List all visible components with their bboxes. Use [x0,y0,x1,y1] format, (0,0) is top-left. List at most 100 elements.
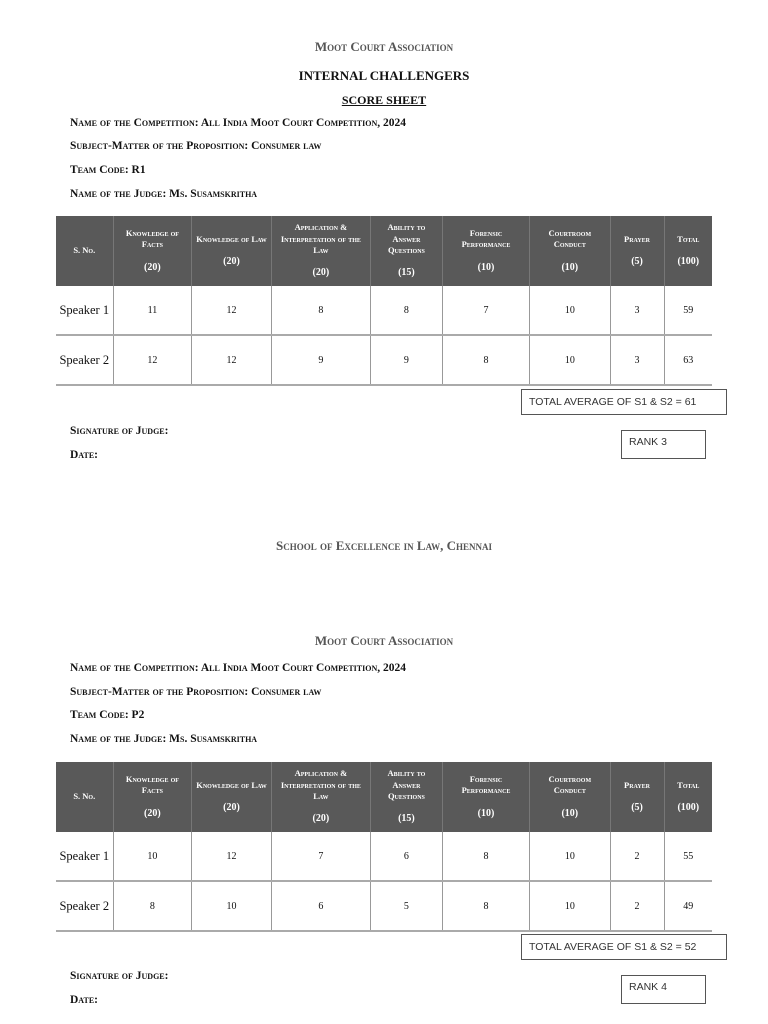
info-field: Name of the Competition: All India Moot … [70,117,406,129]
score-cell: 7 [442,286,531,336]
column-max: (15) [398,267,415,279]
column-header: Knowledge of Law (20) [191,216,272,286]
date-label: Date: [70,449,98,461]
info-field: Team Code: R1 [70,164,146,176]
rank-box: RANK 4 [621,975,706,1004]
column-header: Prayer (5) [610,762,665,832]
column-label: Prayer [624,233,651,244]
sheet-heading: INTERNAL CHALLENGERS [298,68,470,83]
table-row: Speaker 2 12 12 9 9 8 10 3 63 [56,335,712,386]
column-header: Prayer (5) [610,216,665,286]
table-row: Speaker 1 10 12 7 6 8 10 2 55 [56,832,712,882]
column-max: (20) [312,267,330,279]
column-header: Forensic Performance (10) [442,216,531,286]
column-max: (20) [144,807,161,819]
column-label: Application & Interpretation of the Law [280,222,361,255]
score-cell: 59 [664,286,712,336]
column-label: Total [677,233,700,244]
column-max: (20) [144,261,161,273]
column-label: Courtroom Conduct [548,227,592,250]
column-header: Courtroom Conduct (10) [529,216,611,286]
speaker-label: Speaker 2 [56,335,114,386]
column-max: (20) [223,255,240,267]
column-max: (10) [477,261,495,273]
column-label: Application & Interpretation of the Law [280,768,361,801]
score-cell: 10 [529,832,611,882]
score-cell: 8 [113,881,193,932]
org-title: Moot Court Association [314,633,454,648]
score-cell: 5 [370,881,443,932]
column-max: (20) [223,801,240,813]
column-header: Ability to Answer Questions (15) [370,216,443,286]
speaker-label: Speaker 1 [56,832,114,882]
score-table: S. No. Knowledge of Facts (20) Knowledge of… [56,216,712,386]
speaker-label: Speaker 1 [56,286,114,336]
column-label: Ability to Answer Questions [387,222,426,255]
column-max: (10) [561,261,579,273]
score-table: S. No. Knowledge of Facts (20) Knowledge of… [56,762,712,932]
score-cell: 9 [271,335,371,386]
column-header: Total (100) [664,762,712,832]
column-header: Knowledge of Facts (20) [113,216,193,286]
total-average-box: TOTAL AVERAGE OF S1 & S2 = 52 [521,934,727,960]
column-label: Knowledge of Facts [125,773,179,796]
score-cell: 2 [610,832,665,882]
score-cell: 63 [664,335,712,386]
school-footer: School of Excellence in Law, Chennai [276,538,492,553]
column-header: Forensic Performance (10) [442,762,531,832]
column-header: Knowledge of Law (20) [191,762,272,832]
score-cell: 6 [271,881,371,932]
score-cell: 12 [113,335,193,386]
table-row: Speaker 2 8 10 6 5 8 10 2 49 [56,881,712,932]
column-header: Application & Interpretation of the Law (… [271,216,371,286]
column-max: (10) [477,807,495,819]
table-row: Speaker 1 11 12 8 8 7 10 3 59 [56,286,712,336]
signature-label: Signature of Judge: [70,425,169,437]
info-field: Subject-Matter of the Proposition: Consu… [70,686,322,698]
date-label: Date: [70,994,98,1006]
total-average-box: TOTAL AVERAGE OF S1 & S2 = 61 [521,389,727,415]
column-header: S. No. [56,216,114,286]
column-header: Ability to Answer Questions (15) [370,762,443,832]
info-field: Subject-Matter of the Proposition: Consu… [70,140,322,152]
score-cell: 8 [271,286,371,336]
column-header: Application & Interpretation of the Law (… [271,762,371,832]
info-field: Name of the Competition: All India Moot … [70,662,406,674]
header-row: S. No. Knowledge of Facts (20) Knowledge of… [56,216,712,286]
org-title: Moot Court Association [314,39,454,54]
column-label: Knowledge of Law [196,779,267,790]
column-header: Total (100) [664,216,712,286]
score-cell: 11 [113,286,193,336]
score-cell: 6 [370,832,443,882]
rank-box: RANK 3 [621,430,706,459]
column-max: (5) [631,801,643,813]
column-label: S. No. [73,245,96,256]
score-cell: 8 [442,832,531,882]
column-label: Forensic Performance [461,773,511,796]
score-cell: 3 [610,335,665,386]
score-cell: 12 [191,335,272,386]
score-cell: 8 [370,286,443,336]
column-max: (5) [631,255,643,267]
info-field: Team Code: P2 [70,709,145,721]
score-cell: 8 [442,881,531,932]
score-cell: 2 [610,881,665,932]
column-header: S. No. [56,762,114,832]
score-cell: 55 [664,832,712,882]
info-field: Name of the Judge: Ms. Susamskritha [70,733,258,745]
column-max: (100) [677,255,700,267]
column-header: Courtroom Conduct (10) [529,762,611,832]
score-cell: 9 [370,335,443,386]
score-cell: 8 [442,335,531,386]
column-max: (15) [398,813,415,825]
signature-label: Signature of Judge: [70,970,169,982]
column-label: Knowledge of Facts [125,227,179,250]
score-cell: 7 [271,832,371,882]
score-cell: 12 [191,286,272,336]
column-max: (100) [677,801,700,813]
column-label: Forensic Performance [461,227,511,250]
score-cell: 10 [191,881,272,932]
column-header: Knowledge of Facts (20) [113,762,193,832]
column-label: Courtroom Conduct [548,773,592,796]
column-label: Ability to Answer Questions [387,768,426,801]
